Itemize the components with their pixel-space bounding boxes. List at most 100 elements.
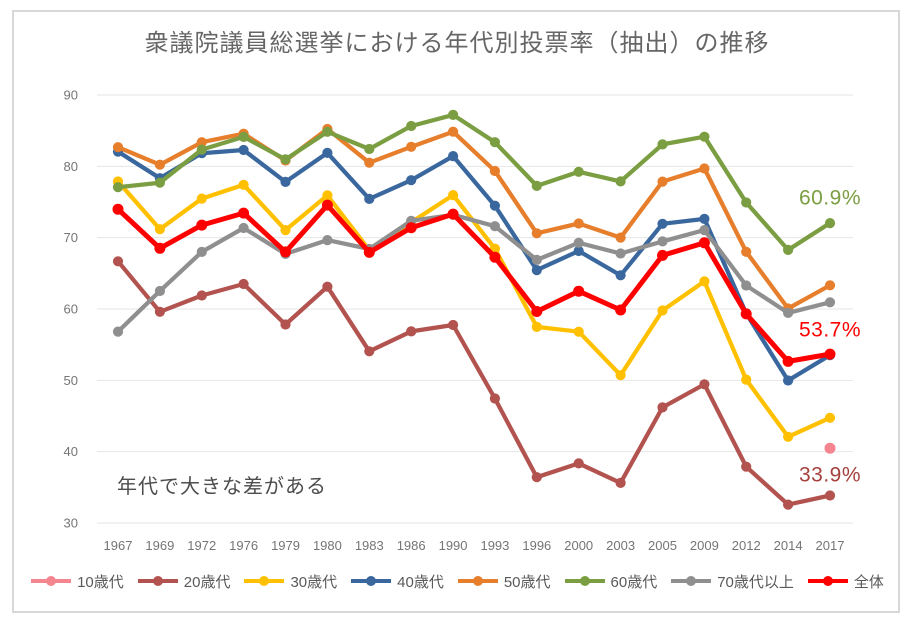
series-point-2 <box>531 321 542 332</box>
series-point-7 <box>531 306 543 317</box>
legend-marker <box>259 576 270 586</box>
series-point-4 <box>448 126 459 137</box>
series-point-5 <box>448 109 459 120</box>
series-point-5 <box>406 120 417 132</box>
series-point-6 <box>238 222 249 234</box>
series-point-1 <box>238 278 249 290</box>
series-point-6 <box>615 248 626 259</box>
series-point-5 <box>531 180 542 191</box>
series-point-3 <box>364 193 375 204</box>
series-point-1 <box>573 458 584 469</box>
series-line-6 <box>115 212 833 334</box>
series-point-7 <box>698 237 710 249</box>
series-line-4 <box>115 126 833 311</box>
series-point-1 <box>280 319 291 330</box>
series-point-1 <box>406 326 417 337</box>
x-axis-label: 2014 <box>774 538 803 553</box>
series-point-4 <box>489 165 500 177</box>
legend-label: 70歳代以上 <box>717 573 794 591</box>
series-point-7 <box>112 203 124 215</box>
series-point-4 <box>573 218 584 229</box>
series-line-3 <box>115 147 833 383</box>
x-axis-label: 2000 <box>564 538 593 553</box>
series-line-1 <box>115 259 833 507</box>
legend-label: 30歳代 <box>290 573 338 591</box>
legend-label: 10歳代 <box>77 573 124 591</box>
series-point-5 <box>238 131 249 142</box>
series-point-5 <box>154 177 165 188</box>
y-axis-label: 40 <box>64 444 78 459</box>
series-point-1 <box>489 393 500 404</box>
series-point-3 <box>573 245 584 257</box>
x-axis-label: 1996 <box>522 538 551 553</box>
x-axis-label: 1993 <box>480 538 509 553</box>
x-axis-label: 2005 <box>648 538 677 553</box>
legend-item-3: 40歳代 <box>350 571 444 592</box>
series-point-6 <box>489 221 500 232</box>
series-point-6 <box>783 307 794 318</box>
x-axis-label: 2012 <box>732 538 761 553</box>
series-point-7 <box>405 222 417 234</box>
series-point-6 <box>196 246 207 257</box>
y-axis-label: 50 <box>64 373 78 388</box>
series-point-1 <box>657 402 668 413</box>
annotation-text: 年代で大きな差がある <box>117 476 327 498</box>
series-point-3 <box>448 151 459 162</box>
series-point-5 <box>615 176 626 187</box>
value-label-2: 33.9% <box>798 463 862 487</box>
x-axis-label: 2003 <box>606 538 635 553</box>
series-point-1 <box>783 499 794 510</box>
series-point-4 <box>364 157 375 168</box>
series-point-6 <box>322 235 333 246</box>
series-point-2 <box>573 326 584 337</box>
legend-label: 60歳代 <box>610 573 658 591</box>
series-point-1 <box>824 490 836 501</box>
x-axis-label: 1969 <box>145 538 174 553</box>
x-axis-label: 2017 <box>816 538 845 553</box>
series-point-3 <box>406 175 417 186</box>
series-point-1 <box>322 281 333 292</box>
legend-swatch-icon <box>244 576 285 586</box>
y-axis-label: 30 <box>64 516 78 531</box>
series-point-7 <box>615 304 627 316</box>
legend-swatch-icon <box>31 576 72 586</box>
series-point-6 <box>699 225 710 236</box>
legend-marker <box>366 576 377 586</box>
series-point-4 <box>741 246 752 257</box>
legend-marker <box>472 576 483 586</box>
series-point-7 <box>280 246 291 258</box>
legend-marker <box>579 576 590 586</box>
series-point-4 <box>699 163 710 174</box>
series-point-6 <box>741 280 752 291</box>
y-axis-label: 70 <box>64 230 78 245</box>
series-point-5 <box>573 166 584 177</box>
series-point-2 <box>824 412 836 423</box>
y-axis-label: 90 <box>64 88 78 103</box>
series-point-0 <box>824 442 836 454</box>
x-axis-label: 1990 <box>439 538 468 553</box>
series-point-4 <box>657 176 668 187</box>
legend-label: 40歳代 <box>397 573 444 591</box>
series-point-7 <box>782 355 794 367</box>
legend-item-6: 70歳代以上 <box>670 571 794 592</box>
series-point-1 <box>364 346 375 357</box>
series-point-2 <box>657 305 668 316</box>
series-point-7 <box>740 308 752 320</box>
series-point-2 <box>196 193 207 204</box>
series-point-7 <box>196 219 208 231</box>
series-point-3 <box>489 200 500 211</box>
series-point-3 <box>615 270 626 281</box>
series-point-4 <box>154 159 165 170</box>
legend-swatch-icon <box>137 576 178 586</box>
series-point-7 <box>238 207 250 219</box>
series-point-7 <box>657 249 668 261</box>
legend-marker <box>686 576 697 586</box>
series-point-6 <box>112 326 124 337</box>
series-point-5 <box>322 126 333 137</box>
series-point-5 <box>489 137 500 148</box>
series-line-5 <box>115 112 833 253</box>
series-point-4 <box>406 141 417 152</box>
series-point-5 <box>112 182 124 193</box>
